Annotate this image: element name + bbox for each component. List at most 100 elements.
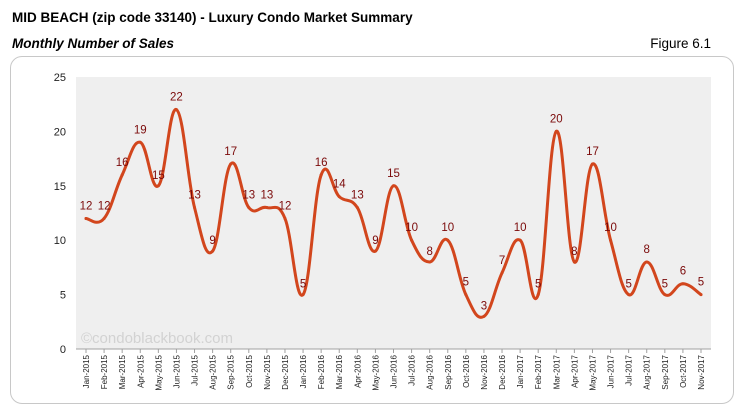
x-tick-label: Sep-2015 xyxy=(227,354,236,389)
data-label: 10 xyxy=(441,222,454,234)
data-point xyxy=(355,206,359,210)
x-tick-label: Nov-2015 xyxy=(263,354,272,389)
data-label: 17 xyxy=(224,146,237,158)
data-label: 13 xyxy=(351,190,364,202)
data-label: 13 xyxy=(242,190,255,202)
data-label: 10 xyxy=(405,222,418,234)
x-tick-label: Nov-2016 xyxy=(480,354,489,389)
x-tick-label: Aug-2017 xyxy=(643,354,652,389)
sales-line-chart: 0 5 10 15 20 25 Jan-2015 Feb-2015 Mar-2015 Apr-20… xyxy=(54,72,711,391)
data-point xyxy=(500,271,504,275)
data-point xyxy=(663,293,667,297)
x-tick-label: Mar-2016 xyxy=(335,354,344,389)
data-label: 6 xyxy=(680,266,686,278)
data-label: 9 xyxy=(209,235,215,247)
data-point xyxy=(193,206,197,210)
x-tick-label: Jan-2016 xyxy=(299,354,308,388)
data-label: 13 xyxy=(188,190,201,202)
watermark-text: ©condoblackbook.com xyxy=(81,330,233,347)
x-tick-label: Mar-2015 xyxy=(118,354,127,389)
x-tick-label: Jan-2017 xyxy=(516,354,525,388)
data-label: 12 xyxy=(279,200,292,212)
data-point xyxy=(337,195,341,199)
x-tick-label: Jul-2016 xyxy=(408,354,417,385)
x-tick-label: Jun-2015 xyxy=(172,354,181,388)
data-point xyxy=(699,293,703,297)
x-tick-label: Apr-2015 xyxy=(136,354,145,387)
data-label: 5 xyxy=(535,279,541,291)
data-label: 5 xyxy=(625,279,631,291)
x-tick-label: Feb-2017 xyxy=(534,354,543,389)
x-tick-label: Nov-2017 xyxy=(697,354,706,389)
x-tick-label: Jul-2017 xyxy=(625,354,634,385)
data-label: 12 xyxy=(98,200,111,212)
data-point xyxy=(319,173,323,177)
x-tick-label: Oct-2017 xyxy=(679,354,688,387)
x-tick-label: May-2015 xyxy=(154,354,163,390)
data-label: 7 xyxy=(499,255,505,267)
x-tick-label: Oct-2015 xyxy=(245,354,254,387)
data-point xyxy=(464,293,468,297)
data-label: 5 xyxy=(463,277,469,289)
x-tick-label: Feb-2015 xyxy=(100,354,109,389)
data-label: 22 xyxy=(170,92,183,104)
data-point xyxy=(102,216,106,220)
data-label: 20 xyxy=(550,113,563,125)
data-label: 8 xyxy=(571,246,577,258)
data-point xyxy=(410,238,414,242)
y-tick-label: 25 xyxy=(54,72,66,84)
x-tick-label: Apr-2016 xyxy=(353,354,362,387)
x-tick-label: Apr-2017 xyxy=(570,354,579,387)
data-point xyxy=(627,293,631,297)
data-point xyxy=(84,216,88,220)
x-tick-label: May-2016 xyxy=(371,354,380,390)
figure-label: Figure 6.1 xyxy=(650,36,711,51)
data-label: 8 xyxy=(426,246,432,258)
data-point xyxy=(211,249,215,253)
data-point xyxy=(590,162,594,166)
chart-subtitle: Monthly Number of Sales xyxy=(12,36,175,51)
x-tick-label: Jun-2017 xyxy=(607,354,616,388)
data-point xyxy=(554,129,558,133)
data-label: 19 xyxy=(134,124,147,136)
data-point xyxy=(265,206,269,210)
data-label: 14 xyxy=(333,179,346,191)
data-label: 15 xyxy=(152,170,165,182)
data-label: 17 xyxy=(586,146,599,158)
data-point xyxy=(156,184,160,188)
y-tick-label: 10 xyxy=(54,235,66,247)
data-point xyxy=(229,162,233,166)
data-label: 10 xyxy=(514,222,527,234)
x-tick-label: Sep-2017 xyxy=(661,354,670,389)
data-point xyxy=(572,260,576,264)
x-tick-label: Jan-2015 xyxy=(82,354,91,388)
data-point xyxy=(428,260,432,264)
data-point xyxy=(645,260,649,264)
y-tick-label: 20 xyxy=(54,126,66,138)
data-point xyxy=(609,238,613,242)
data-label: 10 xyxy=(604,222,617,234)
y-tick-label: 5 xyxy=(60,290,66,302)
x-tick-label: Jul-2015 xyxy=(191,354,200,385)
data-label: 5 xyxy=(662,279,668,291)
data-label: 8 xyxy=(644,244,650,256)
data-point xyxy=(536,293,540,297)
data-label: 5 xyxy=(698,277,704,289)
x-tick-label: Feb-2016 xyxy=(317,354,326,389)
y-tick-label: 15 xyxy=(54,181,66,193)
data-point xyxy=(446,238,450,242)
data-label: 12 xyxy=(80,200,93,212)
chart-main-title: MID BEACH (zip code 33140) - Luxury Cond… xyxy=(12,10,413,25)
y-tick-label: 0 xyxy=(60,344,66,356)
data-point xyxy=(373,249,377,253)
data-point xyxy=(392,184,395,188)
data-label: 16 xyxy=(315,157,328,169)
x-tick-label: May-2017 xyxy=(588,354,597,390)
chart-frame: 0 5 10 15 20 25 Jan-2015 Feb-2015 Mar-2015 Apr-20… xyxy=(10,56,734,404)
data-label: 9 xyxy=(372,235,378,247)
data-point xyxy=(283,216,287,220)
data-point xyxy=(301,293,305,297)
x-tick-label: Aug-2015 xyxy=(209,354,218,389)
data-point xyxy=(174,108,178,112)
x-tick-label: Mar-2017 xyxy=(552,354,561,389)
